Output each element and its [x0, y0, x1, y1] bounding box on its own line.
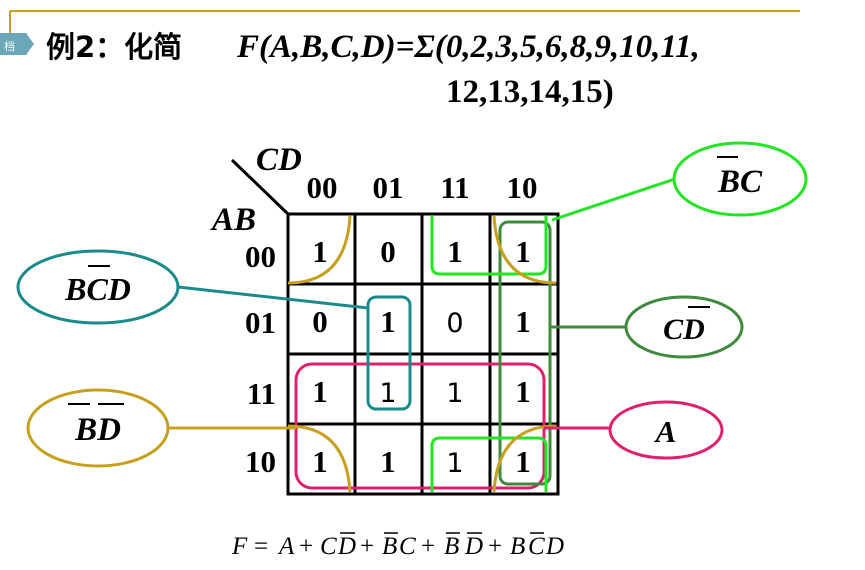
callout-bc-leader	[551, 177, 676, 222]
kmap-cell: 1	[446, 448, 463, 479]
kmap-cell: 1	[515, 374, 531, 409]
kmap-cell: 1	[312, 234, 328, 269]
kmap-cell: 1	[515, 304, 531, 339]
kmap-cell: 0	[312, 304, 328, 339]
kmap-col-header: 00	[307, 170, 338, 205]
kmap-cell: 0	[446, 308, 463, 339]
kmap-cell: 1	[515, 234, 531, 269]
callout-cd-label: CD	[663, 313, 705, 346]
result-term: C	[320, 533, 337, 560]
callout-a-label: A	[654, 414, 677, 449]
kmap-cell: 1	[380, 304, 396, 339]
result-eq: =	[254, 533, 268, 560]
result-plus: +	[299, 533, 313, 560]
result-lhs: F	[231, 533, 248, 560]
kmap-cell: 1	[312, 374, 328, 409]
result-term: C	[399, 533, 416, 560]
title-prefix: 例2：化简	[46, 30, 182, 64]
kmap-col-var: CD	[256, 142, 302, 178]
kmap-row-header: 11	[247, 376, 276, 411]
result-term: B	[444, 533, 459, 560]
kmap-cell: 1	[380, 444, 396, 479]
callout-bc-label: BC	[717, 164, 763, 200]
result-term: C	[528, 533, 545, 560]
result-term: B	[382, 533, 397, 560]
group-bc-loop-top	[430, 216, 548, 276]
slide-tab-label: 档	[4, 39, 15, 53]
result-term: D	[545, 533, 564, 560]
kmap-cell: 0	[380, 234, 396, 269]
kmap-cell: 1	[515, 444, 531, 479]
slide-tab	[0, 33, 26, 55]
result-term: D	[464, 533, 483, 560]
callout-a	[608, 400, 724, 460]
kmap-col-header: 01	[373, 170, 404, 205]
kmap-row-header: 01	[245, 305, 276, 340]
group-bcd-loop	[366, 295, 412, 411]
kmap-row-var: AB	[210, 202, 256, 238]
result-term: A	[277, 533, 295, 560]
kmap-cell: 1	[447, 234, 463, 269]
result-term: B	[510, 533, 525, 560]
result-plus: +	[421, 533, 435, 560]
kmap-grid	[286, 212, 560, 496]
kmap-col-header: 11	[440, 170, 469, 205]
kmap-corner-diagonal	[230, 158, 290, 216]
kmap-col-header: 10	[507, 170, 538, 205]
callout-bd-label: BD	[74, 412, 121, 448]
kmap-row-header: 00	[245, 239, 276, 274]
callout-bcd-label: BCD	[64, 271, 131, 307]
callout-bcd-leader	[177, 285, 369, 310]
kmap-cell: 1	[446, 378, 463, 409]
result-term: D	[337, 533, 356, 560]
group-cd-loop	[498, 220, 552, 486]
slide-tab-arrow	[26, 33, 34, 55]
group-bc-loop-bottom	[430, 436, 548, 492]
function-line-1: F(A,B,C,D)=Σ(0,2,3,5,6,8,9,10,11,	[236, 29, 700, 65]
group-a-loop	[294, 362, 546, 490]
function-line-2: 12,13,14,15)	[446, 74, 614, 110]
result-plus: +	[360, 533, 374, 560]
kmap-row-header: 10	[245, 444, 276, 479]
result-plus: +	[488, 533, 502, 560]
result-equation: F = A + C D + B C + B D + B C D	[231, 533, 564, 560]
kmap-cell: 1	[312, 444, 328, 479]
kmap-cell: 1	[379, 378, 396, 409]
